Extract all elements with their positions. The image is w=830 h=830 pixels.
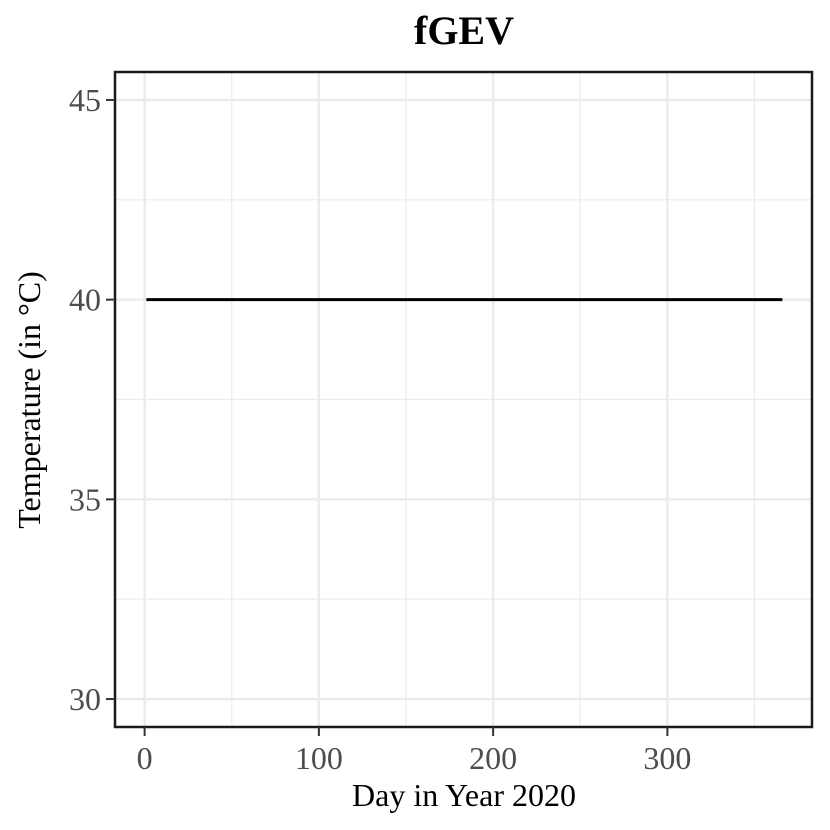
x-tick-label: 0 <box>137 740 153 776</box>
x-tick-label: 300 <box>643 740 691 776</box>
y-tick-label: 45 <box>69 82 101 118</box>
x-axis-label: Day in Year 2020 <box>352 777 576 813</box>
x-tick-label: 200 <box>469 740 517 776</box>
axis-tick-labels: 0 100 200 300 30 35 40 45 <box>69 82 691 776</box>
chart-title: fGEV <box>414 8 514 53</box>
grid-minor <box>115 72 812 727</box>
x-tick-label: 100 <box>295 740 343 776</box>
y-tick-label: 35 <box>69 481 101 517</box>
y-tick-label: 40 <box>69 282 101 318</box>
axis-ticks <box>106 98 669 736</box>
y-tick-label: 30 <box>69 681 101 717</box>
panel-border <box>113 70 814 729</box>
y-axis-label: Temperature (in °C) <box>11 271 47 529</box>
